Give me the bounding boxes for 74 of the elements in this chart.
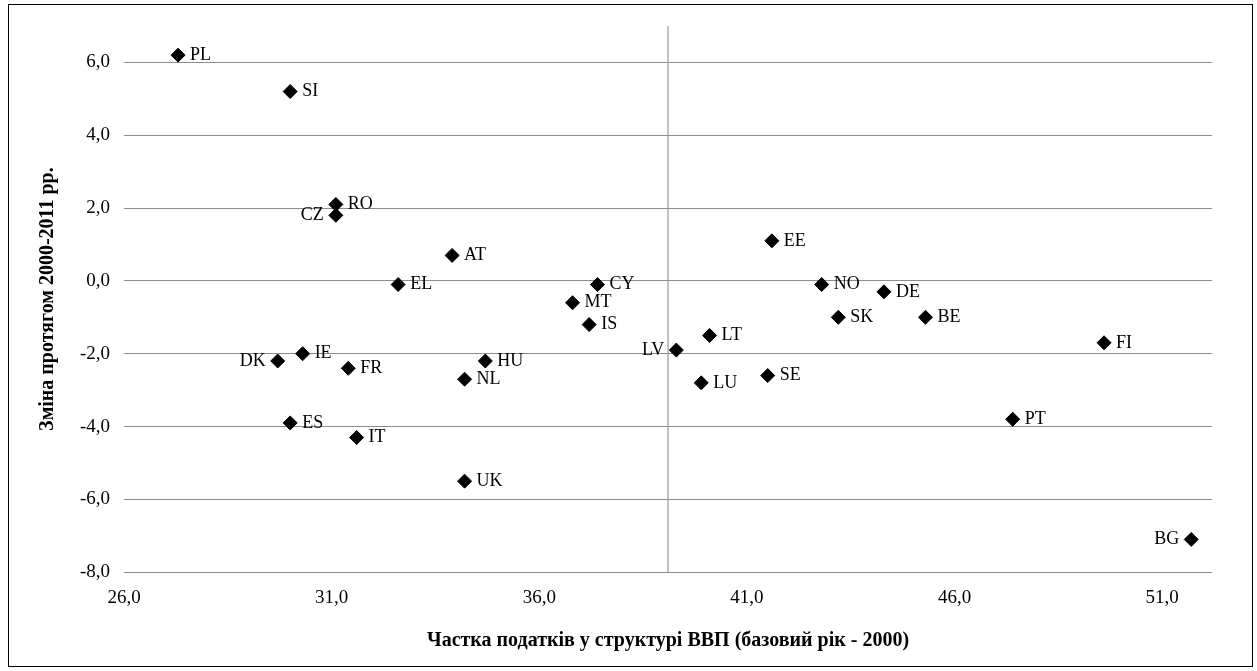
annotation: DK xyxy=(239,349,266,370)
point xyxy=(764,233,780,249)
point xyxy=(760,368,776,384)
point xyxy=(477,353,493,369)
point xyxy=(295,346,311,362)
point xyxy=(917,309,933,325)
annotation: LT xyxy=(721,324,742,345)
point xyxy=(814,277,830,293)
annotation: RO xyxy=(347,193,373,214)
annotation: SE xyxy=(779,364,801,385)
y-tick-label: -4,0 xyxy=(80,414,111,436)
point xyxy=(1096,335,1112,351)
annotation: NO xyxy=(833,273,860,294)
point xyxy=(444,247,460,263)
y-tick-label: 4,0 xyxy=(86,123,111,145)
point xyxy=(581,317,597,333)
annotation: FI xyxy=(1116,331,1133,352)
x-tick-label: 26,0 xyxy=(107,585,141,607)
annotation: IE xyxy=(314,342,332,363)
point xyxy=(457,371,473,387)
point xyxy=(282,84,298,100)
point xyxy=(830,309,846,325)
y-tick-label: -6,0 xyxy=(80,487,111,509)
x-tick-label: 31,0 xyxy=(315,585,349,607)
point xyxy=(282,415,298,431)
point xyxy=(876,284,892,300)
annotation: LV xyxy=(642,338,665,359)
annotation: FR xyxy=(360,357,383,378)
point xyxy=(328,196,344,212)
point xyxy=(340,360,356,376)
point xyxy=(270,353,286,369)
x-tick-label: 41,0 xyxy=(730,585,764,607)
y-tick-label: -2,0 xyxy=(80,341,111,363)
y-tick-label: 0,0 xyxy=(86,268,111,290)
x-tick-label: 36,0 xyxy=(522,585,556,607)
annotation: MT xyxy=(584,291,612,312)
annotation: EL xyxy=(410,273,433,294)
point xyxy=(328,207,344,223)
x-tick-label: 51,0 xyxy=(1145,585,1179,607)
annotation: DE xyxy=(895,280,920,301)
annotation: IS xyxy=(601,313,618,334)
x-axis-title: Частка податків у структурі ВВП (базовий рік - 2000) xyxy=(426,628,910,652)
point xyxy=(693,375,709,391)
point xyxy=(565,295,581,311)
x-tick-label: 46,0 xyxy=(937,585,972,607)
annotation: BG xyxy=(1154,528,1180,549)
annotation: PL xyxy=(190,43,212,64)
point xyxy=(668,342,684,358)
point xyxy=(1183,531,1199,547)
point xyxy=(457,473,473,489)
annotation: HU xyxy=(497,349,524,370)
annotation: BE xyxy=(937,306,961,327)
annotation: LU xyxy=(713,371,738,392)
point xyxy=(349,429,365,445)
point xyxy=(1005,411,1021,427)
point xyxy=(170,47,186,63)
annotation: NL xyxy=(476,367,501,388)
annotation: IT xyxy=(368,426,386,447)
annotation: ES xyxy=(302,411,324,432)
y-axis-title: Зміна протягом 2000-2011 рр. xyxy=(35,167,59,431)
annotation: UK xyxy=(476,469,503,490)
annotation: CZ xyxy=(300,204,324,225)
y-tick-label: 6,0 xyxy=(86,50,111,72)
annotation: SI xyxy=(302,80,319,101)
y-tick-label: 2,0 xyxy=(86,196,111,218)
point xyxy=(702,328,718,344)
annotation: EE xyxy=(783,229,806,250)
y-tick-label: -8,0 xyxy=(80,560,111,582)
annotation: PT xyxy=(1024,408,1046,428)
annotation: SK xyxy=(850,306,874,327)
annotation: CY xyxy=(609,273,635,294)
annotation: AT xyxy=(464,244,487,265)
point xyxy=(589,277,605,293)
point xyxy=(390,277,406,293)
